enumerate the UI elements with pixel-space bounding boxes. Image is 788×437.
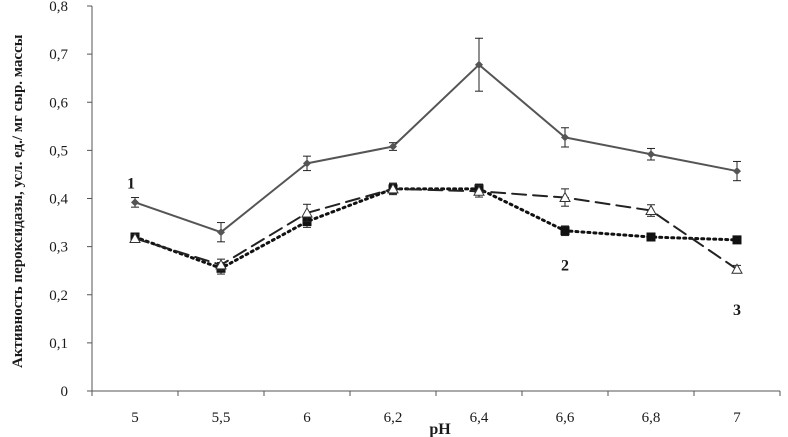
y-tick-label: 0,8	[49, 0, 68, 15]
data-point	[389, 142, 397, 151]
data-point	[647, 150, 655, 159]
data-point	[732, 235, 742, 245]
series-label: 1	[127, 175, 135, 192]
data-point	[561, 133, 569, 142]
x-tick-label: 6,2	[384, 410, 403, 426]
data-point	[473, 185, 485, 196]
y-tick-label: 0,1	[49, 336, 68, 352]
y-tick-label: 0,7	[49, 47, 68, 63]
y-axis-label: Активность пероксидазы, усл. ед./ мг сыр…	[10, 34, 26, 368]
y-tick-label: 0,5	[49, 143, 68, 159]
series-3: 3	[129, 182, 743, 319]
x-axis-label: pH	[429, 421, 451, 437]
y-tick-label: 0,6	[49, 95, 68, 111]
data-point	[217, 228, 225, 237]
x-tick-label: 7	[733, 410, 741, 426]
data-point	[731, 263, 743, 274]
x-tick-label: 5	[131, 410, 139, 426]
series-line	[134, 63, 738, 234]
x-tick-label: 6,4	[470, 410, 489, 426]
series-label: 2	[561, 258, 569, 275]
y-ticks: 0 0,1 0,2 0,3 0,4 0,5 0,6 0,7 0,8	[49, 0, 92, 400]
data-point	[475, 60, 483, 69]
series-line	[134, 187, 738, 271]
data-point	[215, 258, 227, 270]
data-point	[560, 226, 570, 236]
data-point	[387, 182, 399, 194]
x-tick-label: 6,8	[642, 410, 661, 426]
series-1: 1	[127, 37, 741, 243]
x-ticks: 5 5,5 6 6,2 6,4 6,6 6,8 7	[91, 391, 781, 426]
y-tick-label: 0	[61, 384, 69, 400]
series-group: 1 2 3	[127, 37, 743, 319]
y-tick-label: 0,3	[49, 240, 68, 256]
series-line	[133, 187, 739, 270]
data-point	[129, 232, 141, 243]
y-tick-label: 0,2	[49, 288, 68, 304]
data-point	[131, 198, 139, 207]
data-point	[559, 191, 571, 203]
data-point	[733, 167, 741, 176]
axes	[91, 6, 780, 392]
x-tick-label: 6,6	[556, 410, 575, 426]
series-label: 3	[733, 302, 741, 319]
data-point	[645, 204, 657, 216]
x-tick-label: 6	[303, 410, 311, 426]
data-point	[301, 206, 313, 218]
x-tick-label: 5,5	[212, 410, 231, 426]
data-point	[646, 232, 656, 242]
data-point	[303, 159, 311, 168]
y-tick-label: 0,4	[49, 192, 68, 208]
